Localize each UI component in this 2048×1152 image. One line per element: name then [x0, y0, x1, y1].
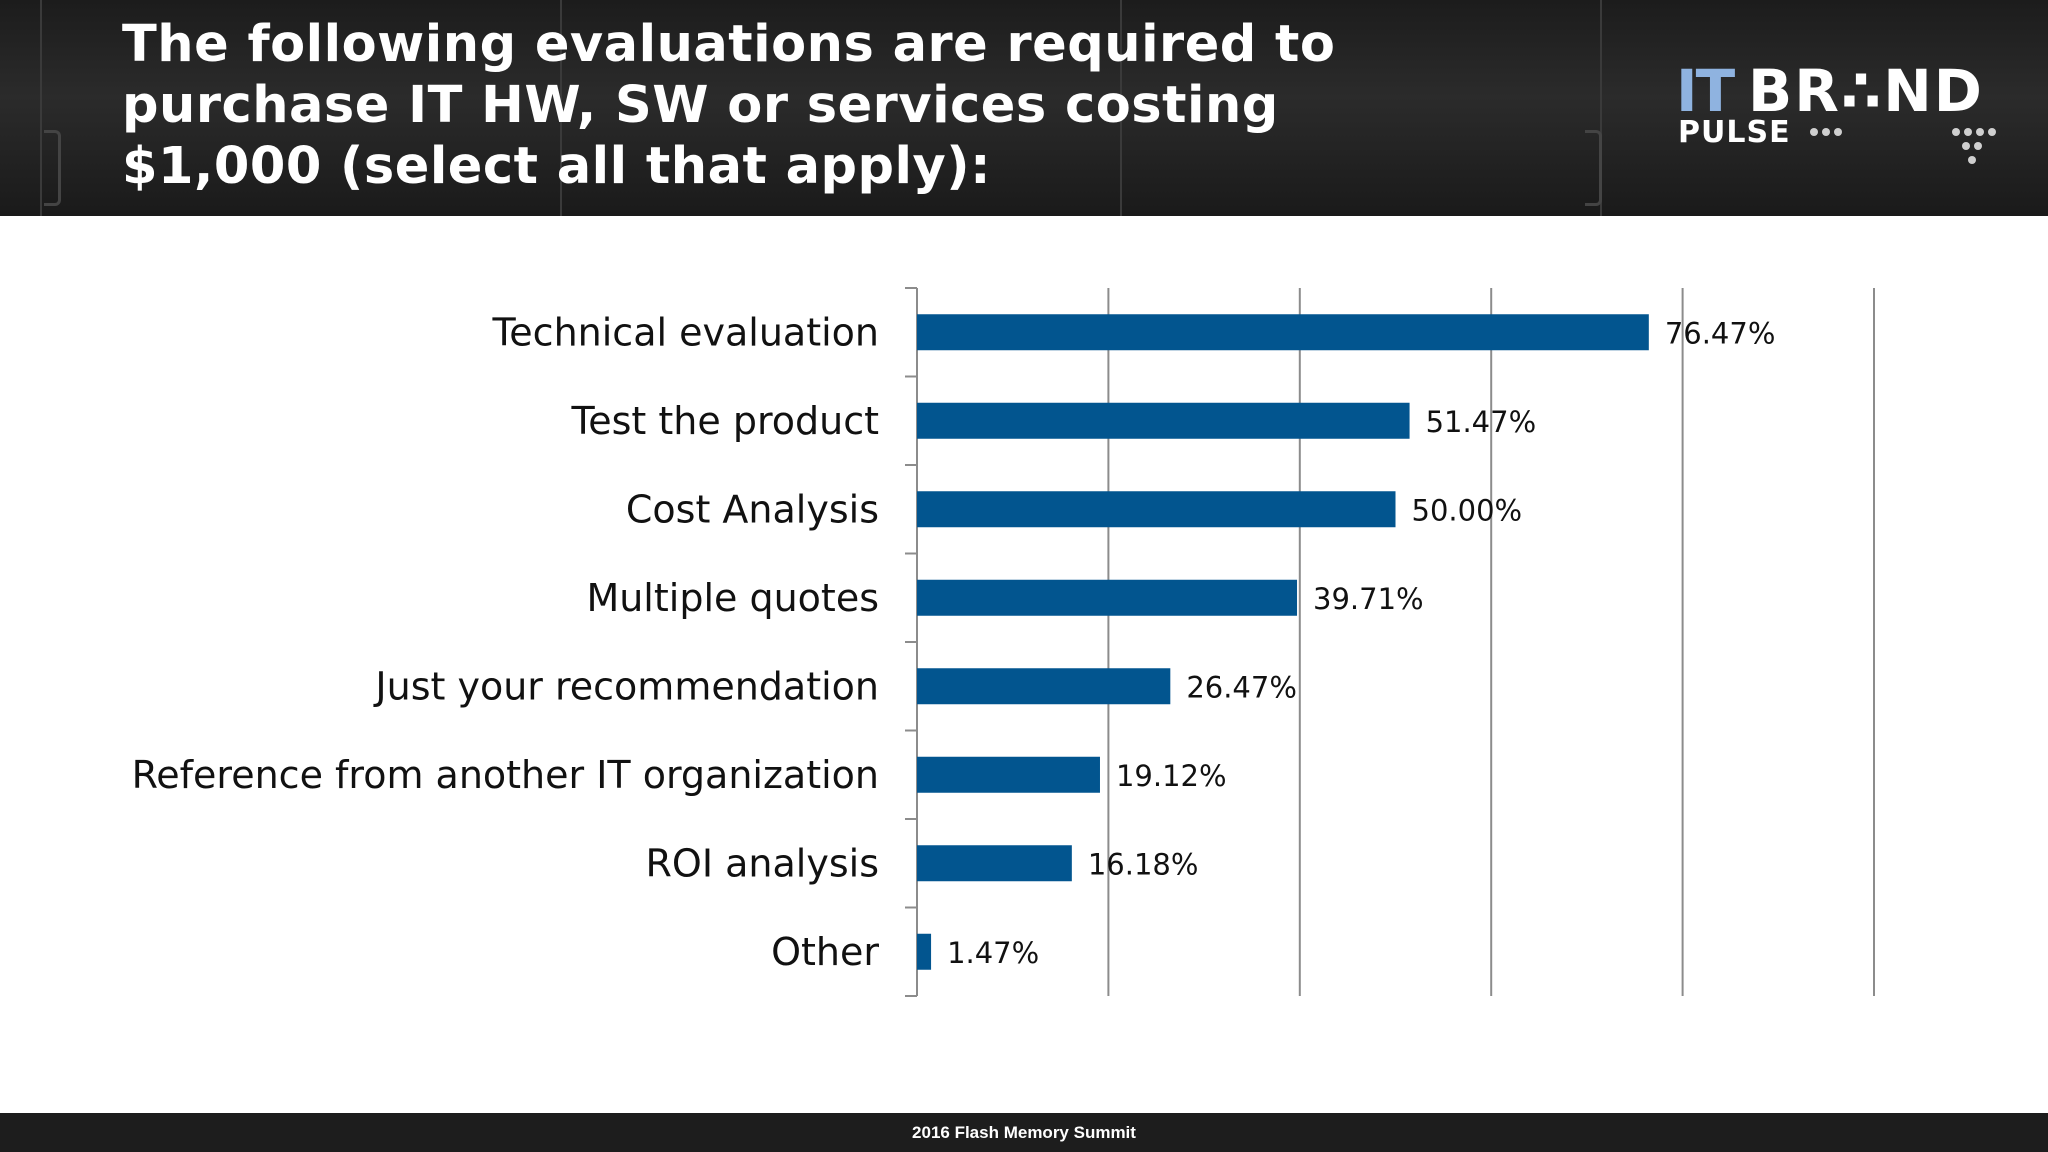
data-label: 16.18% — [1088, 847, 1199, 881]
data-label: 1.47% — [947, 936, 1039, 970]
bar — [917, 579, 1298, 616]
data-label: 76.47% — [1665, 316, 1776, 350]
bar — [917, 314, 1649, 351]
data-label: 51.47% — [1426, 405, 1537, 439]
bar — [917, 491, 1396, 528]
data-label: 50.00% — [1412, 493, 1523, 527]
logo-brand-text: BR∴ND — [1748, 57, 1984, 125]
category-label: ROI analysis — [646, 841, 879, 885]
data-label: 39.71% — [1313, 582, 1424, 616]
category-label: Technical evaluation — [492, 310, 879, 354]
data-label: 26.47% — [1186, 670, 1297, 704]
bar — [917, 668, 1171, 705]
category-label: Reference from another IT organization — [132, 753, 879, 797]
chart-area: Technical evaluation 76.47% Test the produ… — [0, 216, 2048, 1112]
bar — [917, 845, 1072, 882]
category-label: Test the product — [570, 399, 879, 443]
bar — [917, 933, 932, 970]
logo-pulse-text: PULSE — [1678, 115, 1791, 150]
category-label: Other — [771, 930, 879, 974]
bar — [917, 756, 1100, 793]
bar-chart: Technical evaluation 76.47% Test the produ… — [132, 287, 1875, 997]
logo-dots-icon — [1810, 128, 1996, 164]
bar — [917, 402, 1410, 439]
data-label: 19.12% — [1116, 759, 1227, 793]
slide-footer: 2016 Flash Memory Summit — [0, 1113, 2048, 1152]
slide-title: The following evaluations are required t… — [122, 15, 1336, 196]
category-label: Just your recommendation — [373, 664, 879, 708]
category-label: Cost Analysis — [626, 487, 879, 531]
slide-header: The following evaluations are required t… — [0, 0, 2048, 216]
it-brand-pulse-logo: IT BR∴ND PULSE — [1676, 60, 2016, 180]
category-label: Multiple quotes — [586, 576, 879, 620]
logo-it-text: IT — [1676, 57, 1735, 125]
footer-text: 2016 Flash Memory Summit — [912, 1123, 1136, 1142]
